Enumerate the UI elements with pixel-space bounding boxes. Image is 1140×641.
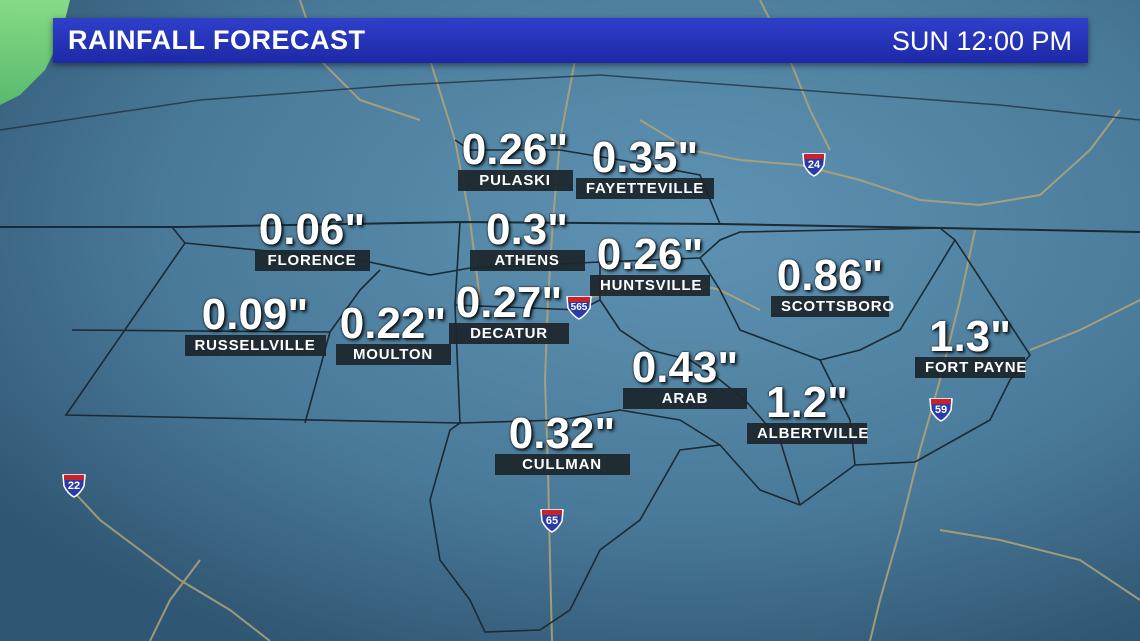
interstate-shield-icon: 65	[540, 507, 564, 533]
state-line	[0, 220, 1140, 233]
city-label: ATHENS	[469, 250, 585, 271]
interstate-number: 22	[67, 480, 81, 492]
forecast-time: SUN 12:00 PM	[891, 26, 1072, 56]
city-huntsville: 0.26" HUNTSVILLE	[575, 230, 725, 296]
rainfall-value: 0.43"	[631, 343, 739, 392]
city-label: RUSSELLVILLE	[184, 335, 326, 356]
city-label: HUNTSVILLE	[590, 275, 710, 296]
city-label: MOULTON	[335, 344, 451, 365]
rainfall-value: 0.26"	[596, 230, 704, 279]
rainfall-value: 0.09"	[201, 290, 309, 339]
city-moulton: 0.22" MOULTON	[318, 299, 468, 365]
rain-area	[0, 0, 70, 105]
interstate-shield-icon: 59	[929, 396, 953, 422]
rainfall-value: 0.86"	[776, 251, 884, 300]
header-bar: RAINFALL FORECAST SUN 12:00 PM	[53, 18, 1088, 63]
interstate-shield-icon: 24	[802, 151, 826, 177]
city-arab: 0.43" ARAB	[610, 343, 760, 409]
interstate-number: 59	[934, 404, 948, 416]
rainfall-value: 1.3"	[928, 312, 1012, 361]
interstate-number: 24	[807, 159, 821, 171]
city-label: ARAB	[623, 388, 747, 409]
city-pulaski: 0.26" PULASKI	[440, 125, 590, 191]
city-russellville: 0.09" RUSSELLVILLE	[180, 290, 330, 356]
city-label: SCOTTSBORO	[771, 296, 894, 317]
city-label: CULLMAN	[494, 454, 630, 475]
rainfall-value: 0.22"	[339, 299, 447, 348]
rainfall-value: 0.27"	[455, 278, 563, 327]
city-decatur: 0.27" DECATUR	[434, 278, 584, 344]
rainfall-value: 1.2"	[765, 378, 849, 427]
rainfall-value: 0.3"	[485, 205, 569, 254]
page-title: RAINFALL FORECAST	[68, 25, 366, 55]
rainfall-value: 0.35"	[591, 133, 699, 182]
city-label: PULASKI	[457, 170, 573, 191]
city-scottsboro: 0.86" SCOTTSBORO	[755, 251, 905, 317]
city-label: FORT PAYNE	[915, 357, 1026, 378]
city-athens: 0.3" ATHENS	[452, 205, 602, 271]
rainfall-value: 0.32"	[508, 409, 616, 458]
city-fayetteville: 0.35" FAYETTEVILLE	[570, 133, 720, 199]
city-fort-payne: 1.3" FORT PAYNE	[895, 312, 1045, 378]
interstate-shield-icon: 22	[62, 472, 86, 498]
city-label: DECATUR	[449, 323, 569, 344]
rainfall-value: 0.26"	[461, 125, 569, 174]
interstate-number: 65	[545, 515, 559, 527]
city-florence: 0.06" FLORENCE	[237, 205, 387, 271]
interstate-shield-icon: 565	[566, 294, 592, 320]
city-label: FLORENCE	[254, 250, 370, 271]
city-label: FAYETTEVILLE	[575, 178, 715, 199]
city-albertville: 1.2" ALBERTVILLE	[732, 378, 882, 444]
city-label: ALBERTVILLE	[747, 423, 868, 444]
rainfall-value: 0.06"	[258, 205, 366, 254]
interstate-number: 565	[570, 302, 588, 313]
city-cullman: 0.32" CULLMAN	[487, 409, 637, 475]
